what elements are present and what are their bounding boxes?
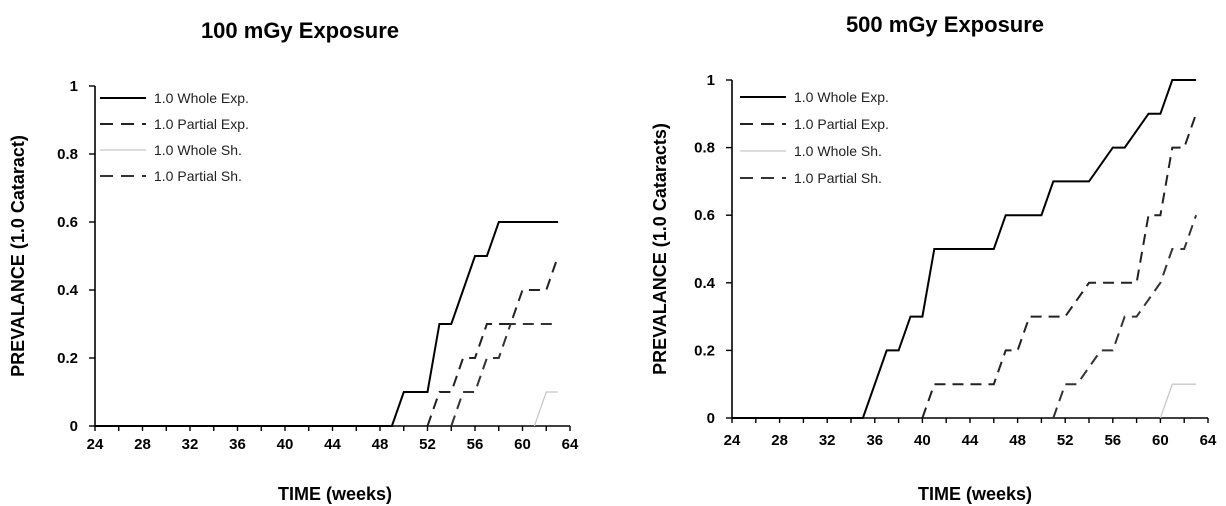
legend: 1.0 Whole Exp. 1.0 Partial Exp. 1.0 Whole … [740,89,889,186]
x-tick-label: 32 [819,432,836,449]
y-tick-label: 0.2 [694,342,715,359]
x-tick-label: 32 [182,436,199,453]
x-tick-label: 52 [1057,432,1074,449]
y-axis-label: PREVALANCE (1.0 Cataract) [8,135,28,377]
x-tick-label: 60 [1152,432,1169,449]
x-tick-label: 40 [914,432,931,449]
series-line-1 [95,221,559,427]
series-group [732,79,1198,419]
tick-group: 24 28 32 36 40 44 48 52 56 60 64 0 0.2 0.4 0.6 0.8 1 [57,78,579,453]
y-tick-label: 1 [70,78,78,95]
series-line-4 [450,323,559,427]
legend-label: 1.0 Partial Sh. [154,168,242,184]
y-tick-label: 0.6 [57,214,78,231]
y-tick-label: 0.4 [694,275,716,292]
series-line-3 [1159,383,1197,419]
series-line-2 [426,255,560,427]
x-tick-label: 48 [1009,432,1026,449]
y-tick-label: 0 [707,410,715,427]
x-axis-label: TIME (weeks) [278,484,392,504]
y-tick-label: 0.4 [57,282,79,299]
legend-label: 1.0 Partial Sh. [794,170,882,186]
x-tick-label: 24 [87,436,104,453]
series-line-1 [732,79,1197,419]
chart-500mgy: 500 mGy Exposure TIME (weeks) PREVALANCE… [650,12,1217,504]
chart-100mgy: 100 mGy Exposure TIME (weeks) PREVALANCE… [8,18,579,504]
x-tick-label: 64 [1200,432,1217,449]
x-tick-label: 44 [324,436,341,453]
x-tick-label: 24 [724,432,741,449]
y-tick-label: 0.8 [57,146,78,163]
y-tick-label: 0.6 [694,207,715,224]
chart-title: 100 mGy Exposure [201,18,399,43]
series-group [95,221,560,427]
x-tick-label: 56 [1104,432,1121,449]
series-line-2 [921,113,1198,419]
legend-label: 1.0 Whole Exp. [794,89,889,105]
legend-label: 1.0 Partial Exp. [794,116,889,132]
x-tick-label: 40 [277,436,294,453]
y-tick-label: 1 [707,72,715,89]
x-tick-label: 44 [962,432,979,449]
x-tick-label: 48 [372,436,389,453]
legend: 1.0 Whole Exp. 1.0 Partial Exp. 1.0 Whole … [100,90,249,184]
x-tick-label: 56 [467,436,484,453]
x-tick-label: 28 [134,436,151,453]
legend-label: 1.0 Whole Sh. [794,143,882,159]
x-tick-label: 28 [771,432,788,449]
chart-title: 500 mGy Exposure [846,12,1044,37]
tick-group: 24 28 32 36 40 44 48 52 56 60 64 0 0.2 0.4 0.6 0.8 1 [694,72,1217,449]
series-line-3 [533,391,559,427]
x-tick-label: 36 [866,432,883,449]
x-tick-label: 36 [229,436,246,453]
y-tick-label: 0.8 [694,140,715,157]
x-axis-label: TIME (weeks) [918,484,1032,504]
legend-label: 1.0 Whole Sh. [154,142,242,158]
legend-label: 1.0 Whole Exp. [154,90,249,106]
x-tick-label: 64 [562,436,579,453]
y-tick-label: 0.2 [57,350,78,367]
x-tick-label: 60 [514,436,531,453]
y-axis-label: PREVALANCE (1.0 Cataracts) [650,123,670,375]
y-tick-label: 0 [70,418,78,435]
series-line-4 [1052,214,1198,419]
legend-label: 1.0 Partial Exp. [154,116,249,132]
x-tick-label: 52 [419,436,436,453]
